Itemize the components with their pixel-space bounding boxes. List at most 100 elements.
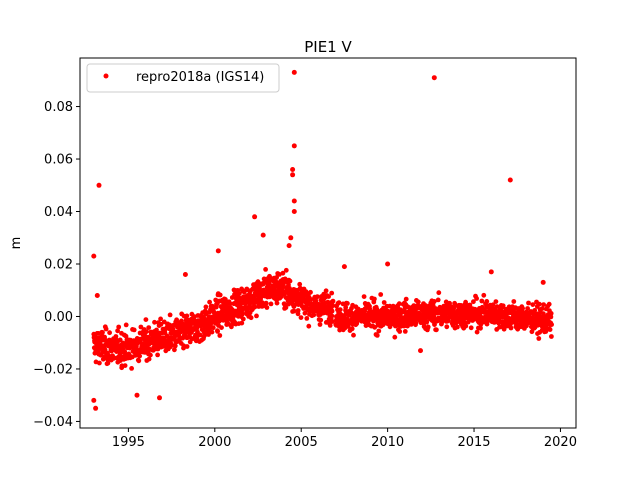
data-point <box>478 325 483 331</box>
data-points-layer <box>91 69 554 411</box>
data-point <box>511 299 517 304</box>
data-point <box>378 292 384 297</box>
data-point <box>374 333 380 338</box>
data-point <box>345 301 350 306</box>
data-point <box>100 330 105 335</box>
data-point <box>308 297 314 302</box>
outlier-point <box>91 397 97 403</box>
data-point <box>136 358 142 364</box>
data-point <box>326 294 331 299</box>
data-point <box>329 308 335 314</box>
data-point <box>361 294 367 299</box>
data-point <box>248 315 254 321</box>
data-point <box>465 319 471 325</box>
data-point <box>209 329 215 335</box>
data-point <box>143 317 149 322</box>
data-point <box>546 301 552 307</box>
data-point <box>436 290 442 296</box>
data-point <box>481 292 487 298</box>
data-point <box>172 347 177 353</box>
data-point <box>547 327 553 332</box>
data-point <box>144 329 149 334</box>
data-point <box>508 325 514 331</box>
outlier-point <box>431 75 437 81</box>
data-point <box>240 316 246 322</box>
x-tick-label: 2015 <box>457 435 490 450</box>
data-point <box>493 299 499 304</box>
y-tick-label: 0.06 <box>44 153 73 168</box>
data-point <box>137 353 143 359</box>
data-point <box>116 324 122 330</box>
data-point <box>311 312 317 318</box>
data-point <box>252 304 258 310</box>
data-point <box>444 324 450 330</box>
data-point <box>155 352 161 358</box>
data-point <box>240 311 245 317</box>
legend-marker <box>103 73 109 79</box>
data-point <box>413 320 419 326</box>
data-point <box>484 299 490 304</box>
data-point <box>107 330 112 336</box>
data-point <box>158 321 164 327</box>
data-point <box>463 323 469 329</box>
data-point <box>154 327 159 333</box>
outlier-point <box>96 182 102 188</box>
data-point <box>184 313 190 319</box>
data-point <box>351 332 356 338</box>
x-tick-label: 2010 <box>371 435 404 450</box>
outlier-point <box>291 198 297 204</box>
data-point <box>425 324 431 330</box>
data-point <box>158 316 164 322</box>
legend: repro2018a (IGS14) <box>86 63 280 93</box>
data-point <box>197 332 203 338</box>
y-tick-label: 0.04 <box>44 205 73 220</box>
data-point <box>231 313 237 319</box>
data-point <box>380 322 386 328</box>
data-point <box>392 334 398 340</box>
data-point <box>376 328 382 334</box>
legend-box <box>86 63 280 93</box>
data-point <box>397 329 403 334</box>
outlier-point <box>540 279 546 285</box>
data-point <box>329 290 335 296</box>
data-point <box>317 322 323 327</box>
data-point <box>146 356 152 362</box>
data-point <box>123 322 129 328</box>
outlier-point <box>290 172 296 178</box>
x-tick-label: 2020 <box>544 435 577 450</box>
data-point <box>268 301 274 307</box>
data-point <box>549 334 554 339</box>
y-axis: −0.04 −0.02 0.00 0.02 0.04 0.06 0.08 <box>33 100 80 430</box>
legend-label: repro2018a (IGS14) <box>136 70 264 85</box>
outlier-point <box>157 395 162 401</box>
x-axis: 1995 2000 2005 2010 2015 2020 <box>112 428 577 450</box>
data-point <box>372 296 377 302</box>
data-point <box>343 305 349 310</box>
data-point <box>194 335 200 341</box>
outlier-point <box>290 167 296 172</box>
data-point <box>431 299 437 304</box>
data-point <box>302 310 308 316</box>
data-point <box>337 307 343 313</box>
y-tick-label: 0.00 <box>44 310 73 325</box>
data-point <box>138 324 144 330</box>
data-point <box>148 352 153 358</box>
data-point <box>184 344 190 349</box>
data-point <box>315 294 320 300</box>
y-tick-label: −0.02 <box>33 362 73 377</box>
data-point <box>203 304 209 310</box>
outlier-point <box>93 405 99 411</box>
data-point <box>530 302 536 307</box>
data-point <box>536 336 542 341</box>
data-point <box>403 296 409 302</box>
data-point <box>117 337 123 343</box>
data-point <box>298 315 304 320</box>
data-point <box>274 300 280 306</box>
data-point <box>283 267 289 273</box>
data-point <box>297 281 303 287</box>
data-point <box>474 329 480 335</box>
data-point <box>122 363 128 368</box>
data-point <box>257 285 262 291</box>
data-point <box>280 270 286 276</box>
